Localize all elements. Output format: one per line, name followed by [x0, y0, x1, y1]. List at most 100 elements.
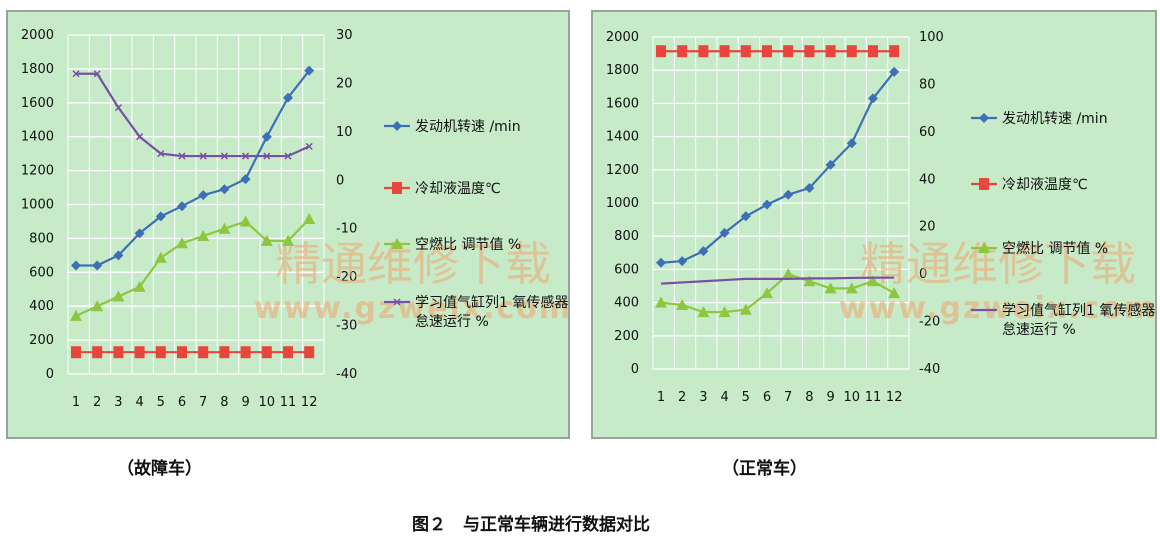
series-3-point	[282, 234, 294, 246]
series-2-point	[219, 346, 230, 359]
legend-swatch-marker	[392, 182, 402, 194]
series-1-point	[783, 189, 794, 200]
series-2-point	[134, 346, 145, 359]
series-1-point	[240, 174, 251, 185]
series-2-point	[177, 346, 187, 359]
series-2-point	[240, 346, 251, 359]
right-axis-tick-label: 80	[919, 77, 936, 92]
series-1-point	[219, 184, 230, 195]
series-3-point	[824, 282, 837, 294]
left-axis-tick-label: 1200	[606, 163, 639, 178]
series-1-point	[261, 131, 272, 142]
x-axis-tick-label: 3	[699, 390, 707, 405]
left-axis-tick-label: 1800	[21, 62, 54, 77]
x-axis-tick-label: 7	[199, 395, 207, 410]
right-axis-tick-label: 20	[919, 220, 936, 235]
series-3-point	[197, 229, 210, 241]
series-3-point	[803, 275, 816, 287]
series-4-point	[114, 104, 122, 112]
x-axis-tick-label: 11	[865, 390, 882, 405]
left-axis-tick-label: 1600	[606, 96, 639, 111]
series-line-1	[660, 71, 896, 264]
series-2-point	[804, 45, 815, 58]
legend-label: 发动机转速 /min	[415, 119, 521, 135]
right-axis-tick-label: 0	[336, 173, 344, 188]
series-4-point	[305, 142, 313, 150]
chart-panel-faulty: 2000 1800 1600 1400 1200 1000 800 600 400 200 0 30 2…	[6, 10, 570, 439]
caption-faulty: （故障车）	[117, 459, 202, 479]
right-axis-tick-label: 20	[336, 76, 353, 91]
series-3-point	[133, 280, 146, 292]
series-2-point	[656, 45, 666, 58]
x-axis-tick-label: 5	[742, 390, 750, 405]
series-2-point	[677, 45, 688, 58]
series-2-point	[740, 45, 751, 58]
legend-label-cont: 怠速运行 %	[415, 314, 489, 330]
x-axis-tick-label: 2	[678, 390, 686, 405]
series-line-4	[660, 276, 895, 285]
series-2-point	[846, 45, 857, 58]
watermark-text: 精通维修下载	[860, 237, 1136, 291]
right-axis-tick-label: -40	[919, 362, 940, 377]
legend-label: 发动机转速 /min	[1002, 111, 1108, 127]
series-2-point	[304, 346, 315, 359]
series-3-point	[782, 268, 795, 280]
left-axis-tick-label: 1600	[21, 96, 54, 111]
series-3-point	[260, 234, 273, 246]
x-axis-tick-label: 12	[886, 390, 903, 405]
series-1-point	[846, 138, 857, 149]
series-2-point	[719, 45, 730, 58]
series-1-point	[134, 228, 145, 239]
x-axis-tick-label: 5	[157, 395, 165, 410]
left-axis-tick-label: 0	[631, 362, 639, 377]
series-1-point	[71, 260, 81, 271]
series-3-point	[697, 306, 710, 318]
x-axis-tick-label: 11	[280, 395, 297, 410]
series-2-point	[113, 346, 124, 359]
x-axis-tick-label: 4	[720, 390, 728, 405]
left-axis-tick-label: 1400	[606, 130, 639, 145]
series-2-point	[283, 346, 293, 359]
x-axis-tick-label: 2	[93, 395, 101, 410]
series-2-point	[198, 346, 209, 359]
legend-swatch-marker	[393, 298, 401, 306]
x-axis-tick-label: 9	[826, 390, 834, 405]
legend-label: 空燃比 调节值 %	[415, 236, 521, 253]
series-line-4	[76, 72, 310, 158]
series-3-point	[655, 296, 667, 308]
x-axis-tick-label: 1	[657, 390, 665, 405]
series-1-point	[677, 256, 688, 267]
series-1-point	[719, 227, 730, 238]
legend-label: 学习值气缸列1 氧传感器1	[1002, 302, 1155, 319]
x-axis-tick-label: 4	[135, 395, 143, 410]
series-2-point	[71, 346, 81, 359]
right-axis-tick-label: 0	[919, 267, 927, 282]
series-2-point	[889, 45, 900, 58]
right-axis-tick-label: 40	[919, 172, 936, 187]
x-axis-tick-label: 3	[114, 395, 122, 410]
x-axis-tick-label: 9	[241, 395, 249, 410]
x-axis-tick-label: 8	[220, 395, 228, 410]
series-3-point	[888, 287, 901, 299]
series-4-point	[93, 70, 101, 78]
left-axis-tick-label: 1400	[21, 130, 54, 145]
left-axis-tick-label: 1800	[606, 63, 639, 78]
series-3-point	[218, 222, 231, 234]
left-axis-tick-label: 800	[29, 231, 54, 246]
series-2-point	[155, 346, 166, 359]
series-1-point	[889, 66, 900, 77]
series-1-point	[304, 65, 315, 76]
series-1-point	[177, 201, 187, 212]
legend-swatch-marker	[391, 238, 403, 249]
left-axis-tick-label: 200	[29, 333, 54, 348]
series-4-point	[220, 152, 228, 160]
right-axis-tick-label: -40	[336, 367, 357, 382]
series-2-point	[698, 45, 709, 58]
series-1-point	[283, 92, 293, 103]
series-3-point	[761, 287, 773, 299]
series-3-point	[91, 300, 104, 312]
series-2-point	[261, 346, 272, 359]
series-3-point	[676, 298, 689, 310]
left-axis-tick-label: 2000	[21, 28, 54, 43]
series-1-point	[113, 250, 124, 261]
